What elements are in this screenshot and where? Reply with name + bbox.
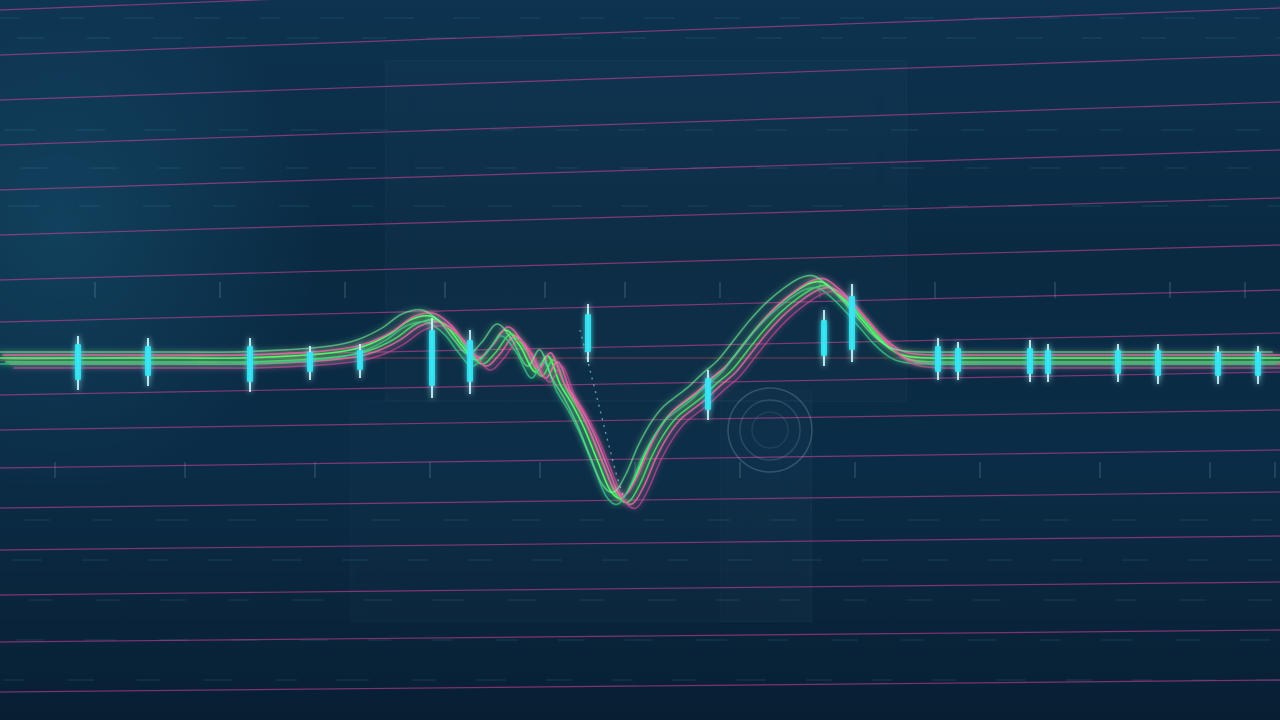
candlestick-body xyxy=(247,346,253,382)
candlestick-layer xyxy=(0,0,1280,720)
candlestick-body xyxy=(1155,350,1161,376)
candlestick-body xyxy=(1255,352,1261,376)
candlestick-body xyxy=(429,330,435,386)
candlestick-body xyxy=(145,346,151,376)
candlestick-body xyxy=(1045,350,1051,374)
candlestick-body xyxy=(955,348,961,372)
candlestick-body xyxy=(1215,352,1221,376)
candlestick-body xyxy=(357,350,363,370)
candlestick-body xyxy=(585,314,591,352)
visualization-stage: { "canvas": { "width": 1280, "height": 7… xyxy=(0,0,1280,720)
candlestick-body xyxy=(935,346,941,372)
candlestick-body xyxy=(705,378,711,410)
candlestick-body xyxy=(821,320,827,356)
candlestick-body xyxy=(1115,350,1121,374)
candlestick-body xyxy=(75,344,81,380)
candlestick-body xyxy=(467,340,473,382)
candlestick-body xyxy=(1027,348,1033,374)
candlestick-body xyxy=(849,296,855,350)
candlestick-body xyxy=(307,352,313,372)
